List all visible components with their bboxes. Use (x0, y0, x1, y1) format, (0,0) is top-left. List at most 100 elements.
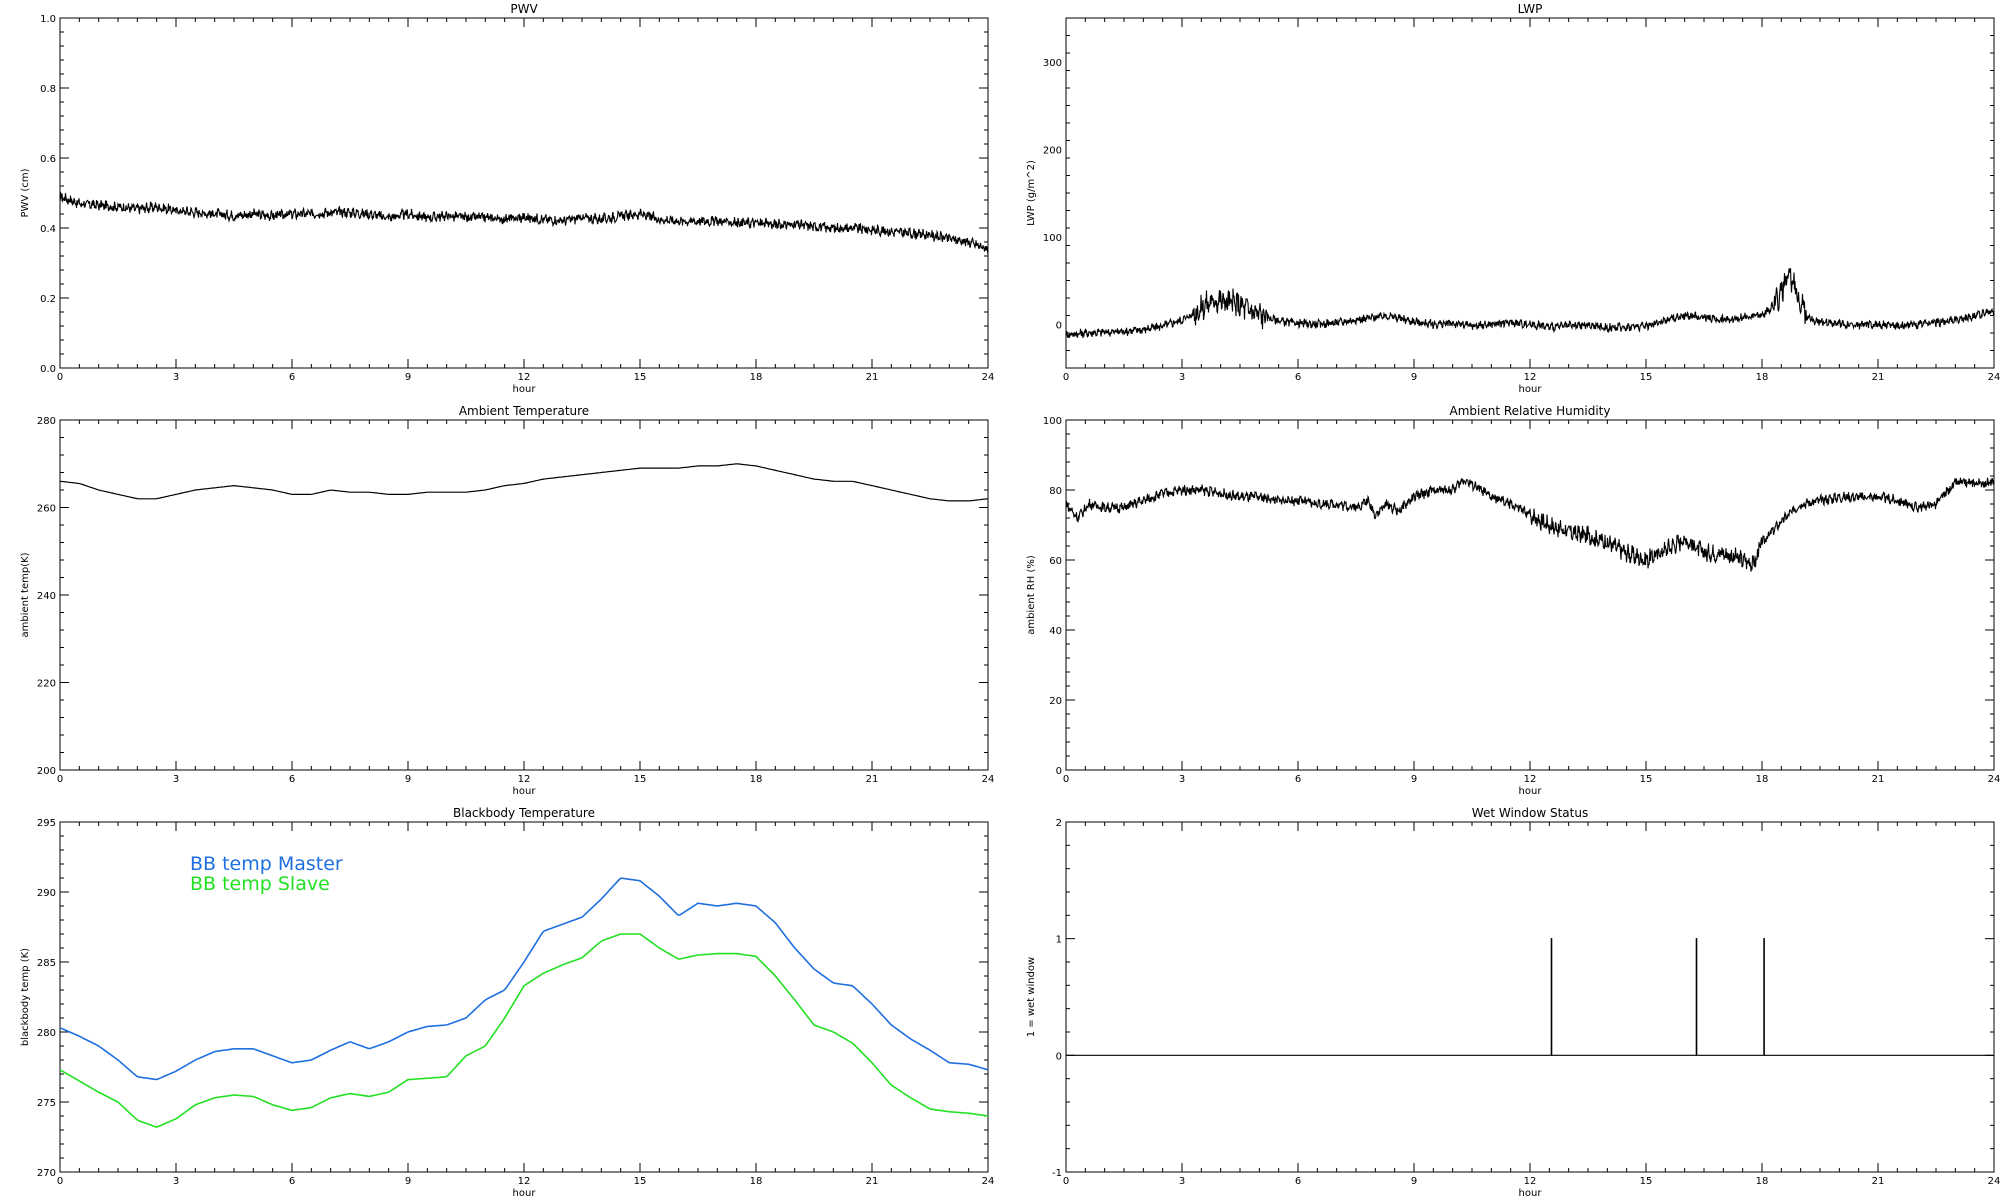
y-tick-label: 300 (1043, 58, 1062, 69)
x-tick-label: 15 (1640, 1176, 1653, 1187)
y-tick-label: 295 (37, 818, 56, 829)
plot-frame (1065, 419, 1995, 771)
x-tick-label: 0 (1063, 1176, 1069, 1187)
x-tick-label: 18 (1756, 774, 1769, 785)
y-axis-label: blackbody temp (K) (20, 948, 31, 1046)
x-tick-label: 12 (518, 372, 531, 383)
x-tick-label: 0 (1063, 372, 1069, 383)
x-axis-label: hour (1519, 1188, 1543, 1199)
x-tick-label: 6 (289, 372, 295, 383)
x-tick-label: 18 (750, 774, 763, 785)
y-tick-label: 280 (37, 416, 56, 427)
plot-frame (1065, 17, 1995, 369)
y-tick-label: 290 (37, 888, 56, 899)
panel-2: Ambient Temperature hour ambient temp(K) 0 3… (20, 404, 994, 797)
y-tick-label: 60 (1049, 556, 1062, 567)
y-axis-label: ambient temp(K) (20, 552, 31, 637)
x-tick-label: 18 (1756, 1176, 1769, 1187)
x-tick-label: 12 (518, 1176, 531, 1187)
x-tick-label: 9 (405, 372, 411, 383)
x-tick-label: 21 (1872, 774, 1885, 785)
panel-3: Ambient Relative Humidity hour ambient RH … (1026, 404, 2000, 797)
y-tick-label: 20 (1049, 696, 1062, 707)
y-tick-label: 0 (1056, 766, 1062, 777)
x-tick-label: 15 (634, 1176, 647, 1187)
x-axis-label: hour (513, 786, 537, 797)
x-tick-label: 6 (289, 1176, 295, 1187)
series-line-0 (1066, 268, 1994, 339)
y-tick-label: 0.6 (40, 154, 56, 165)
x-axis-label: hour (513, 384, 537, 395)
y-tick-label: 100 (1043, 416, 1062, 427)
x-axis-label: hour (513, 1188, 537, 1199)
y-tick-label: 275 (37, 1098, 56, 1109)
x-tick-label: 9 (405, 774, 411, 785)
panel-4: Blackbody Temperature hour blackbody temp … (20, 806, 994, 1199)
y-tick-label: 40 (1049, 626, 1062, 637)
y-tick-label: 80 (1049, 486, 1062, 497)
series-line-0 (1066, 938, 1994, 1056)
y-tick-label: 200 (37, 766, 56, 777)
x-tick-label: 15 (634, 774, 647, 785)
y-tick-label: 200 (1043, 145, 1062, 156)
x-tick-label: 3 (1179, 774, 1185, 785)
y-tick-label: 0.8 (40, 84, 56, 95)
x-tick-label: 15 (634, 372, 647, 383)
x-tick-label: 12 (518, 774, 531, 785)
y-tick-label: 285 (37, 958, 56, 969)
x-tick-label: 9 (1411, 1176, 1417, 1187)
x-tick-label: 21 (866, 372, 879, 383)
y-axis-label: PWV (cm) (20, 168, 31, 217)
panel-title: Wet Window Status (1472, 806, 1588, 820)
x-tick-label: 12 (1524, 774, 1537, 785)
legend-entry-1: BB temp Slave (190, 873, 330, 895)
panel-1: LWP hour LWP (g/m^2) 0 3 6 9 12 15 18 21 24 0 100 200 3… (1026, 2, 2000, 395)
x-tick-label: 21 (1872, 372, 1885, 383)
panel-title: Ambient Relative Humidity (1450, 404, 1611, 418)
y-tick-label: 0.2 (40, 294, 56, 305)
x-tick-label: 24 (982, 372, 995, 383)
series-line-0 (60, 463, 988, 502)
panel-title: LWP (1518, 2, 1543, 16)
x-tick-label: 3 (173, 1176, 179, 1187)
series-line-1 (60, 933, 988, 1128)
x-tick-label: 24 (982, 774, 995, 785)
x-tick-label: 21 (866, 774, 879, 785)
y-tick-label: 280 (37, 1028, 56, 1039)
panel-title: PWV (510, 2, 538, 16)
panel-title: Ambient Temperature (459, 404, 589, 418)
x-axis-label: hour (1519, 384, 1543, 395)
y-tick-label: 0.0 (40, 364, 56, 375)
x-tick-label: 3 (173, 372, 179, 383)
y-tick-label: 220 (37, 679, 56, 690)
x-tick-label: 18 (750, 1176, 763, 1187)
plot-frame (1065, 821, 1995, 1173)
x-tick-label: 9 (1411, 372, 1417, 383)
x-tick-label: 12 (1524, 372, 1537, 383)
panel-0: PWV hour PWV (cm) 0 3 6 9 12 15 18 21 24 0.0 0.2 0.4 0.… (20, 2, 994, 395)
x-tick-label: 12 (1524, 1176, 1537, 1187)
panel-title: Blackbody Temperature (453, 806, 595, 820)
y-tick-label: -1 (1052, 1168, 1062, 1179)
y-tick-label: 270 (37, 1168, 56, 1179)
y-tick-label: 0 (1056, 1051, 1062, 1062)
x-tick-label: 6 (1295, 1176, 1301, 1187)
x-tick-label: 24 (1988, 774, 2000, 785)
series-line-0 (60, 191, 988, 255)
y-tick-label: 0.4 (40, 224, 56, 235)
legend-entry-0: BB temp Master (190, 853, 343, 875)
x-tick-label: 24 (982, 1176, 995, 1187)
x-tick-label: 21 (866, 1176, 879, 1187)
x-tick-label: 15 (1640, 372, 1653, 383)
y-tick-label: 100 (1043, 233, 1062, 244)
x-tick-label: 3 (173, 774, 179, 785)
x-tick-label: 0 (57, 774, 63, 785)
x-axis-label: hour (1519, 786, 1543, 797)
x-tick-label: 6 (1295, 372, 1301, 383)
y-tick-label: 260 (37, 504, 56, 515)
x-tick-label: 6 (289, 774, 295, 785)
x-tick-label: 0 (57, 372, 63, 383)
x-tick-label: 18 (1756, 372, 1769, 383)
y-tick-label: 2 (1056, 818, 1062, 829)
